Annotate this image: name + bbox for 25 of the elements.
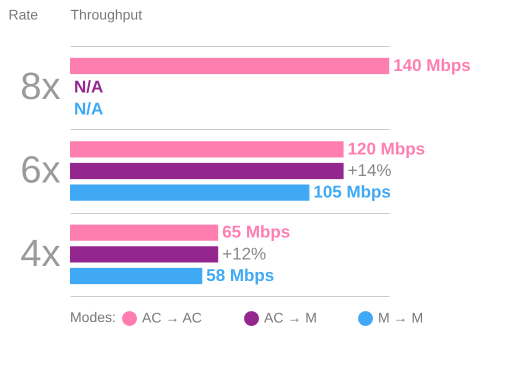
bar	[70, 268, 202, 284]
y-tick-label: 8x	[20, 66, 60, 108]
data-label: 140 Mbps	[393, 56, 471, 76]
bar	[70, 184, 310, 201]
data-label: 65 Mbps	[222, 222, 290, 242]
y-tick-label: 6x	[20, 150, 60, 192]
legend-label: M → M	[378, 310, 424, 326]
data-label: 58 Mbps	[206, 266, 274, 285]
bar	[70, 162, 344, 180]
data-label: 120 Mbps	[348, 139, 426, 158]
legend-title: Modes:	[70, 309, 116, 325]
legend-label: AC → AC	[142, 310, 202, 326]
legend-label: AC → M	[264, 310, 317, 326]
data-label: 105 Mbps	[313, 182, 391, 202]
text: N/A	[74, 78, 104, 97]
annotation: +12%	[222, 244, 266, 264]
x-axis-title: Throughput	[70, 6, 142, 22]
annotation: +14%	[348, 161, 392, 180]
bar	[70, 58, 390, 74]
bar	[70, 141, 344, 158]
y-tick-label: 4x	[20, 232, 60, 275]
y-axis-title: Rate	[8, 6, 38, 22]
bar	[70, 246, 218, 262]
bar	[70, 224, 218, 241]
text: N/A	[74, 99, 104, 118]
